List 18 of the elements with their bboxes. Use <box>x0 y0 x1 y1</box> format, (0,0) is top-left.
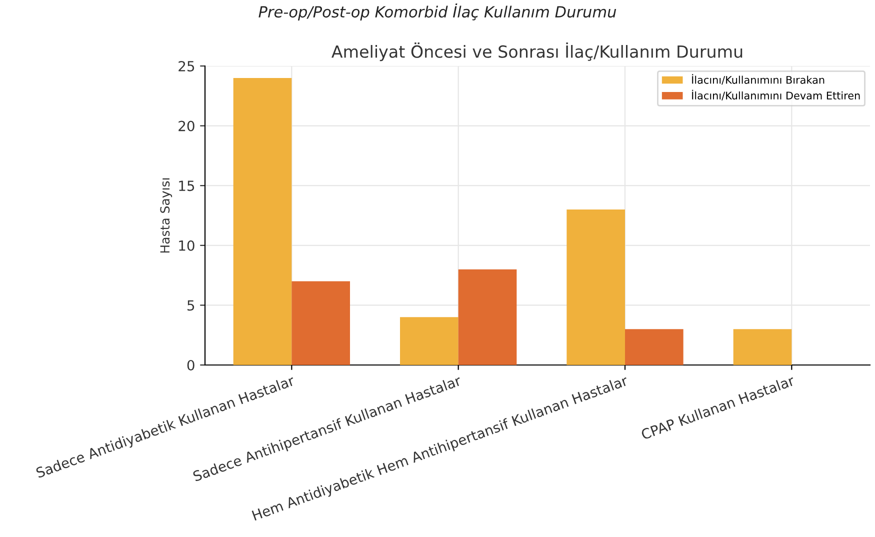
chart-title: Ameliyat Öncesi ve Sonrası İlaç/Kullanım Durumu <box>332 42 742 62</box>
y-axis-title: Hasta Sayısı <box>160 178 172 253</box>
bar <box>733 329 792 365</box>
y-tick-label: 15 <box>179 180 194 192</box>
legend-label: İlacını/Kullanımını Devam Ettiren <box>692 90 860 100</box>
bar <box>625 329 684 365</box>
legend-label: İlacını/Kullanımını Bırakan <box>692 74 824 85</box>
bar <box>400 317 458 365</box>
y-tick-label: 20 <box>178 120 194 132</box>
bar <box>458 269 517 365</box>
y-tick-label: 10 <box>179 240 194 251</box>
bar <box>233 78 292 365</box>
y-tick-label: 25 <box>178 60 194 72</box>
text: Pre-op/Post-op Komorbid İlaç Kullanım Durumu <box>258 3 616 21</box>
bar <box>566 210 625 365</box>
y-tick-label: 5 <box>188 300 194 311</box>
y-tick-label: 0 <box>187 360 194 370</box>
bar <box>292 281 350 365</box>
